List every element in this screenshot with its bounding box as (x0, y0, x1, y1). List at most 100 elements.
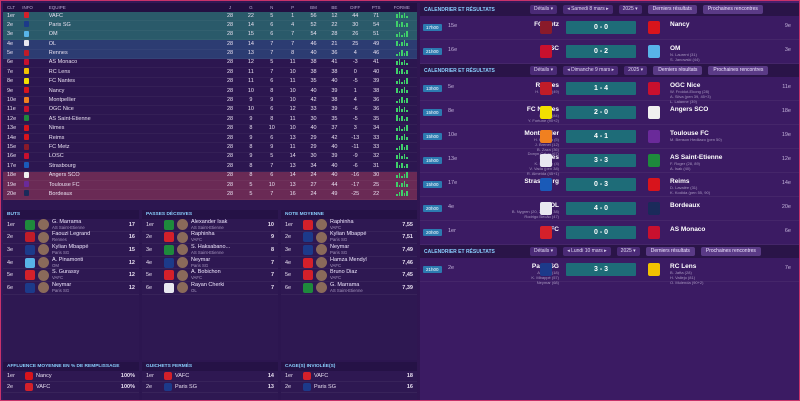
away-team[interactable]: OGC Nice (670, 82, 701, 89)
standings-row[interactable]: 1er VAFC 28 22 5 1 56 12 44 71 (3, 12, 417, 22)
score[interactable]: 4 - 0 (566, 202, 636, 215)
col-pts[interactable]: PTS (371, 5, 381, 10)
col-info[interactable]: INFO (22, 5, 33, 10)
club-name[interactable]: VAFC (314, 373, 329, 379)
player-name[interactable]: A. Bobichon (191, 269, 221, 276)
note-row[interactable]: 2e Kylian Mbappé Paris SG 7,51 (281, 231, 417, 245)
player-name[interactable]: Kylian Mbappé (330, 231, 367, 238)
date-selector[interactable]: ◂ Lundi 10 mars ▸ (563, 247, 611, 256)
score[interactable]: 0 - 3 (566, 178, 636, 191)
col-j[interactable]: J (228, 5, 232, 10)
away-team[interactable]: OM (670, 45, 681, 52)
standings-row[interactable]: 3e OM 28 15 6 7 54 28 26 51 (3, 30, 417, 41)
passes-row[interactable]: 5e A. Bobichon VAFC 7 (142, 269, 278, 282)
team-name[interactable]: Strasbourg (48, 162, 76, 169)
buts-row[interactable]: 1er G. Marrama AS Saint-Etienne 17 (3, 219, 139, 232)
team-name[interactable]: OM (48, 31, 58, 38)
buts-row[interactable]: 5e S. Gurassy VAFC 12 (3, 269, 139, 282)
team-name[interactable]: Reims (48, 134, 65, 141)
team-name[interactable]: FC Nantes (48, 78, 76, 85)
player-name[interactable]: Hamza Mendyl (330, 256, 367, 263)
standings-row[interactable]: 14e Reims 28 9 6 13 29 42 -13 33 (3, 134, 417, 144)
away-team[interactable]: RC Lens (670, 263, 697, 270)
col-bm[interactable]: BM (310, 5, 317, 10)
standings-row[interactable]: 15e FC Metz 28 8 9 11 29 40 -11 33 (3, 143, 417, 153)
club-name[interactable]: Paris SG (314, 384, 337, 390)
year-selector[interactable]: 2025 ▾ (618, 5, 642, 14)
player-name[interactable]: Raphinha (330, 218, 354, 225)
note-row[interactable]: 1er Raphinha VAFC 7,55 (281, 219, 417, 232)
team-name[interactable]: VAFC (48, 12, 64, 19)
club-name[interactable]: VAFC (36, 384, 51, 390)
note-row[interactable]: 3e Neymar Paris SG 7,49 (281, 244, 417, 257)
player-name[interactable]: Neymar (52, 281, 72, 288)
team-name[interactable]: Montpellier (48, 97, 76, 104)
standings-row[interactable]: 10e Montpellier 28 9 9 10 42 38 4 36 (3, 96, 417, 106)
standings-row[interactable]: 13e Nimes 28 8 10 10 40 37 3 34 (3, 124, 417, 135)
player-name[interactable]: S. Gurassy (52, 269, 80, 276)
year-selector[interactable]: 2025 ▾ (616, 247, 640, 256)
player-name[interactable]: G. Marrama (330, 281, 360, 288)
away-team[interactable]: Angers SCO (670, 106, 709, 113)
date-selector[interactable]: ◂ Samedi 8 mars ▸ (563, 5, 613, 14)
guichets-row[interactable]: 1er VAFC 14 (142, 371, 278, 382)
buts-row[interactable]: 3e Kylian Mbappé Paris SG 15 (3, 244, 139, 257)
standings-row[interactable]: 17e Strasbourg 28 8 7 13 34 40 -6 31 (3, 162, 417, 172)
cages-row[interactable]: 2e Paris SG 16 (281, 382, 417, 393)
away-team[interactable]: AS Saint-Etienne (670, 154, 723, 161)
col-diff[interactable]: DIFF (350, 5, 361, 10)
team-name[interactable]: OGC Nice (48, 106, 74, 113)
away-team[interactable]: Reims (670, 178, 690, 185)
standings-row[interactable]: 7e RC Lens 28 11 7 10 38 38 0 40 (3, 68, 417, 78)
cages-row[interactable]: 1er VAFC 18 (281, 371, 417, 382)
player-name[interactable]: Alexander Isak (191, 218, 228, 225)
guichets-row[interactable]: 2e Paris SG 13 (142, 382, 278, 393)
standings-row[interactable]: 12e AS Saint-Etienne 28 9 8 11 30 35 -5 35 (3, 115, 417, 125)
club-name[interactable]: Nancy (36, 373, 52, 379)
score[interactable]: 2 - 0 (566, 106, 636, 119)
affluence-row[interactable]: 1er Nancy 100% (3, 371, 139, 382)
details-dropdown[interactable]: Détails ▾ (530, 5, 558, 14)
last-results-button[interactable]: Derniers résultats (645, 247, 695, 256)
buts-row[interactable]: 6e Neymar Paris SG 12 (3, 282, 139, 295)
team-name[interactable]: LOSC (48, 153, 64, 160)
away-team[interactable]: Nancy (670, 21, 690, 28)
team-name[interactable]: Angers SCO (48, 172, 80, 179)
player-name[interactable]: A. Pinamonti (52, 256, 84, 263)
team-name[interactable]: Rennes (48, 50, 68, 57)
details-dropdown[interactable]: Détails ▾ (530, 247, 558, 256)
team-name[interactable]: RC Lens (48, 68, 71, 75)
affluence-row[interactable]: 2e VAFC 100% (3, 382, 139, 393)
score[interactable]: 3 - 3 (566, 263, 636, 276)
note-row[interactable]: 5e Bruno Diaz VAFC 7,45 (281, 269, 417, 282)
team-name[interactable]: FC Metz (48, 143, 70, 150)
team-name[interactable]: Nancy (48, 87, 65, 94)
score[interactable]: 0 - 2 (566, 45, 636, 58)
passes-row[interactable]: 1er Alexander Isak AS Saint-Etienne 10 (142, 219, 278, 232)
match-row[interactable]: 15h0010eMontpellierH. Kamara (5)J. Brene… (420, 125, 799, 156)
col-equipe[interactable]: EQUIPE (48, 5, 66, 10)
buts-row[interactable]: 4e A. Pinamonti OM 12 (3, 257, 139, 270)
club-name[interactable]: VAFC (175, 373, 190, 379)
year-selector[interactable]: 2025 ▾ (624, 66, 648, 75)
standings-row[interactable]: 9e Nancy 28 10 8 10 40 39 1 38 (3, 87, 417, 97)
team-name[interactable]: Nimes (48, 125, 65, 132)
home-team[interactable]: OL (549, 202, 559, 209)
away-team[interactable]: AS Monaco (670, 226, 706, 233)
passes-row[interactable]: 6e Rayan Cherki OL 7 (142, 282, 278, 295)
team-name[interactable]: Paris SG (48, 21, 71, 28)
col-forme[interactable]: FORME (393, 5, 410, 10)
player-name[interactable]: Neymar (191, 256, 211, 263)
match-row[interactable]: 20h00 4e OL B. Nygren (20, 26, pen 38) Rodri… (420, 197, 799, 221)
passes-row[interactable]: 3e S. Haksabano... AS Saint-Etienne 8 (142, 244, 278, 257)
col-p[interactable]: P (291, 5, 295, 10)
score[interactable]: 3 - 3 (566, 154, 636, 167)
team-name[interactable]: AS Saint-Etienne (48, 115, 91, 122)
standings-row[interactable]: 6e AS Monaco 28 12 5 11 38 41 -3 41 (3, 59, 417, 69)
last-results-button[interactable]: Derniers résultats (647, 5, 697, 14)
standings-row[interactable]: 8e FC Nantes 28 11 6 11 35 40 -5 39 (3, 77, 417, 88)
col-clt[interactable]: CLT (7, 5, 16, 10)
